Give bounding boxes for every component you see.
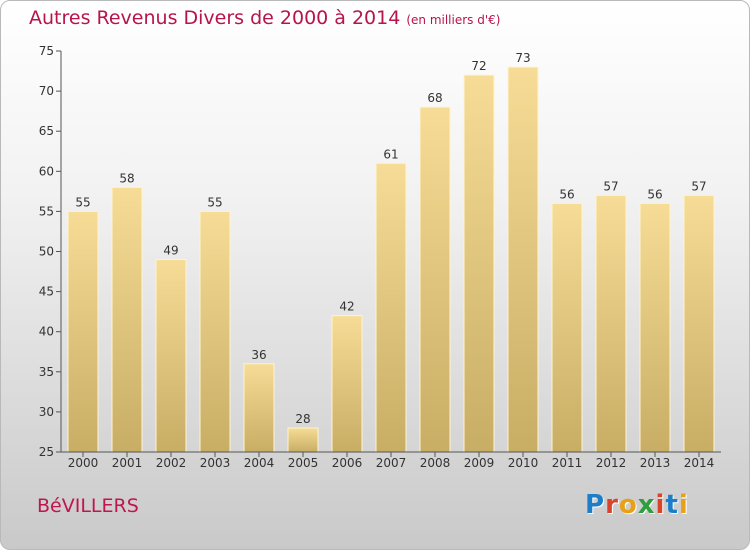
bars-layer: 55 58 49 55 36 28 42 61 68 72 73 56 57 56 57 [67, 51, 715, 453]
bar-value-label: 72 [471, 59, 486, 73]
bar-value-label: 61 [383, 147, 398, 161]
bar [155, 259, 187, 453]
bar [375, 162, 407, 453]
bar [243, 363, 275, 453]
bar [463, 74, 495, 453]
bar-value-label: 56 [647, 187, 662, 201]
y-tick-label: 65 [39, 124, 54, 138]
bar [683, 194, 715, 453]
bar-value-label: 73 [515, 51, 530, 65]
bar-value-label: 57 [691, 179, 706, 193]
title-text: Autres Revenus Divers de 2000 à 2014 [29, 7, 401, 29]
x-tick-label: 2006 [332, 456, 363, 470]
bar-value-label: 42 [339, 300, 354, 314]
y-tick-label: 70 [39, 84, 54, 98]
chart-title: Autres Revenus Divers de 2000 à 2014 (en … [29, 7, 500, 29]
y-tick-label: 55 [39, 204, 54, 218]
logo-letter: i [678, 490, 689, 520]
x-tick-label: 2011 [552, 456, 583, 470]
x-tick-label: 2003 [200, 456, 231, 470]
x-tick-label: 2002 [156, 456, 187, 470]
bar-value-label: 68 [427, 91, 442, 105]
bar [595, 194, 627, 453]
bar [331, 315, 363, 453]
x-tick-label: 2000 [68, 456, 99, 470]
x-tick-label: 2004 [244, 456, 275, 470]
y-tick-label: 30 [39, 405, 54, 419]
axis-layer: 25 30 35 40 45 50 55 60 65 70 75 2000 2001 2002 2003 20… [39, 44, 721, 470]
bar-value-label: 55 [207, 195, 222, 209]
bar-value-label: 55 [75, 195, 90, 209]
bar-value-label: 28 [295, 412, 310, 426]
title-unit: (en milliers d'€) [406, 13, 501, 27]
logo-letter: o [618, 490, 638, 520]
commune-name: BéVILLERS [37, 495, 139, 517]
y-tick-label: 50 [39, 245, 54, 259]
x-tick-label: 2009 [464, 456, 495, 470]
bar-value-label: 49 [163, 244, 178, 258]
y-tick-label: 75 [39, 44, 54, 58]
bar [551, 202, 583, 453]
bar [287, 427, 319, 453]
logo-letter: r [605, 490, 619, 520]
bar [67, 210, 99, 453]
bar-value-label: 36 [251, 348, 266, 362]
bar [111, 186, 143, 453]
bar-value-label: 58 [119, 171, 134, 185]
logo-letter: P [585, 490, 606, 520]
proxiti-logo[interactable]: Proxiti [585, 490, 689, 520]
bar [507, 66, 539, 453]
y-tick-label: 25 [39, 445, 54, 459]
y-tick-label: 45 [39, 285, 54, 299]
logo-letter: x [637, 490, 656, 520]
x-tick-label: 2005 [288, 456, 319, 470]
bar-value-label: 56 [559, 187, 574, 201]
y-tick-label: 35 [39, 365, 54, 379]
logo-letter: t [665, 490, 679, 520]
y-tick-label: 60 [39, 164, 54, 178]
bar [639, 202, 671, 453]
logo-letter: i [655, 490, 666, 520]
bar [419, 106, 451, 453]
x-tick-label: 2010 [508, 456, 539, 470]
x-tick-label: 2014 [684, 456, 715, 470]
x-tick-label: 2001 [112, 456, 143, 470]
x-tick-label: 2013 [640, 456, 671, 470]
x-tick-label: 2008 [420, 456, 451, 470]
bar-value-label: 57 [603, 179, 618, 193]
bar [199, 210, 231, 453]
x-tick-label: 2007 [376, 456, 407, 470]
x-tick-label: 2012 [596, 456, 627, 470]
y-tick-label: 40 [39, 325, 54, 339]
